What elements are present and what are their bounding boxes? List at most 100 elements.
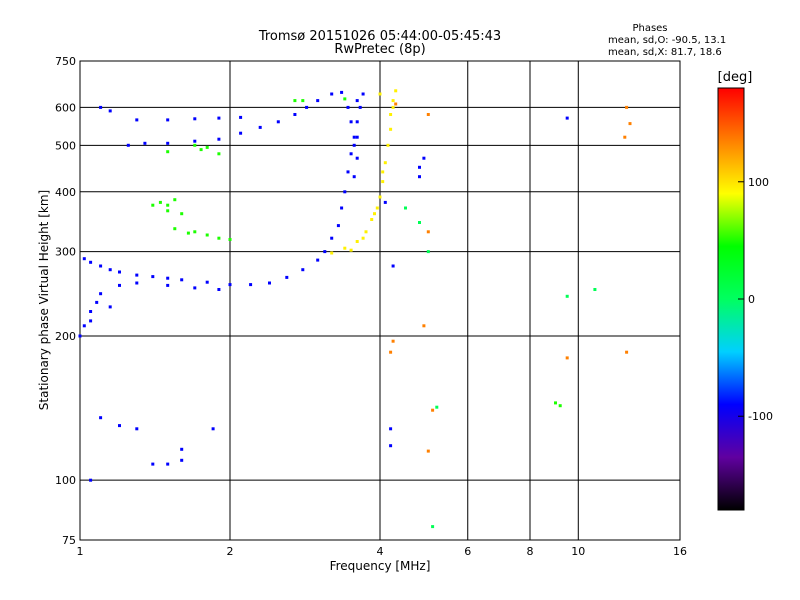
- data-point: [381, 180, 385, 184]
- data-point: [166, 203, 170, 207]
- y-axis-label: Stationary phase Virtual Height [km]: [37, 190, 51, 410]
- data-point: [422, 324, 426, 328]
- data-point: [143, 141, 147, 145]
- chart-subtitle: RwPretec (8p): [334, 42, 425, 57]
- data-point: [186, 231, 190, 235]
- data-point: [558, 404, 562, 408]
- data-point: [383, 200, 387, 204]
- data-point: [135, 273, 139, 277]
- data-point: [554, 401, 557, 405]
- colorbar-tick-label: -100: [748, 410, 773, 423]
- data-point: [108, 268, 112, 272]
- x-tick-label: 10: [571, 545, 585, 558]
- data-point: [404, 206, 407, 210]
- data-point: [228, 238, 232, 241]
- x-tick-label: 8: [527, 545, 534, 558]
- data-point: [389, 350, 393, 354]
- data-point: [217, 288, 221, 291]
- data-point: [316, 99, 320, 103]
- data-point: [426, 230, 430, 234]
- data-point: [565, 294, 569, 298]
- data-point: [135, 118, 139, 122]
- data-point: [431, 525, 435, 529]
- data-point: [435, 405, 439, 409]
- data-point: [389, 113, 393, 116]
- data-point: [349, 152, 353, 156]
- data-point: [426, 113, 430, 116]
- y-tick-label: 75: [62, 534, 76, 547]
- data-point: [118, 283, 121, 287]
- data-point: [343, 97, 347, 101]
- data-point: [349, 120, 353, 124]
- data-point: [301, 268, 305, 272]
- data-point: [239, 115, 243, 119]
- data-point: [217, 152, 221, 156]
- data-point: [355, 156, 359, 160]
- data-point: [118, 424, 121, 428]
- y-tick-label: 600: [55, 101, 76, 114]
- data-point: [158, 200, 162, 204]
- data-point: [301, 99, 305, 103]
- data-point: [330, 92, 334, 96]
- data-point: [355, 99, 359, 103]
- data-point: [316, 258, 320, 262]
- data-point: [346, 170, 350, 174]
- data-point: [180, 278, 184, 282]
- x-tick-label: 1: [77, 545, 84, 558]
- data-point: [378, 195, 382, 199]
- data-point: [391, 339, 395, 343]
- data-point: [355, 120, 359, 124]
- data-point: [276, 120, 280, 124]
- data-point: [99, 105, 103, 109]
- grid-lines: [80, 61, 680, 540]
- data-point: [361, 236, 365, 240]
- data-point: [431, 408, 435, 412]
- data-point: [391, 264, 395, 268]
- x-tick-label: 4: [377, 545, 384, 558]
- y-tick-label: 300: [55, 246, 76, 259]
- data-point: [394, 102, 398, 106]
- data-point: [389, 444, 393, 448]
- data-point: [135, 427, 139, 431]
- data-point: [391, 105, 395, 109]
- data-point: [352, 143, 356, 147]
- data-point: [166, 141, 170, 145]
- phases-box-title: Phases: [632, 23, 667, 34]
- data-point: [193, 286, 197, 290]
- data-point: [625, 105, 629, 109]
- data-point: [378, 92, 382, 96]
- data-point: [330, 251, 334, 255]
- x-tick-labels: 1 2 4 6 8 10 16: [77, 545, 688, 558]
- data-point: [193, 230, 197, 234]
- data-point: [78, 334, 82, 338]
- data-point: [99, 416, 103, 420]
- data-point: [239, 131, 243, 135]
- data-point: [135, 281, 139, 285]
- data-point: [166, 150, 170, 154]
- data-point: [422, 156, 426, 160]
- data-point: [89, 310, 93, 313]
- data-point: [95, 300, 99, 304]
- phases-box-line-o: mean, sd,O: -90.5, 13.1: [608, 35, 726, 46]
- data-point: [118, 270, 121, 274]
- data-point: [361, 92, 365, 96]
- data-point: [193, 139, 197, 143]
- data-point: [358, 105, 362, 109]
- data-point: [205, 145, 209, 149]
- data-point: [394, 89, 398, 93]
- data-point: [166, 118, 170, 122]
- data-point: [173, 198, 177, 202]
- data-point: [193, 143, 197, 147]
- data-point: [370, 218, 374, 221]
- data-point: [228, 283, 232, 287]
- data-point: [355, 240, 359, 243]
- data-point: [293, 113, 297, 116]
- data-point: [205, 280, 209, 284]
- data-point: [343, 190, 347, 194]
- data-point: [352, 175, 356, 179]
- data-point: [426, 449, 430, 453]
- y-tick-labels: 75 100 200 300 400 500 600 750: [55, 55, 76, 547]
- data-point: [166, 209, 170, 213]
- data-point: [89, 319, 93, 323]
- data-point: [386, 143, 390, 147]
